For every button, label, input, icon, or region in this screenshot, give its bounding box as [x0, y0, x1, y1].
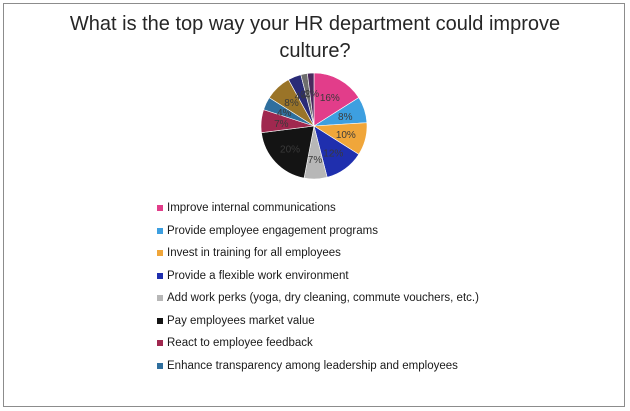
chart-frame	[3, 3, 625, 407]
legend-swatch	[157, 362, 163, 369]
chart-legend: Improve internal communications Provide e…	[157, 197, 479, 377]
slice-data-label: 4%	[295, 91, 310, 102]
slice-data-label: 7%	[308, 155, 323, 166]
slice-data-label: 8%	[338, 112, 353, 123]
legend-item: Invest in training for all employees	[157, 242, 479, 265]
legend-swatch	[157, 295, 163, 302]
legend-label: Provide a flexible work environment	[167, 269, 349, 282]
legend-item: Provide employee engagement programs	[157, 220, 479, 243]
legend-item: Provide a flexible work environment	[157, 265, 479, 288]
slice-data-label: 7%	[274, 119, 289, 130]
legend-swatch	[157, 340, 163, 347]
slice-data-label: 4%	[277, 108, 292, 119]
legend-label: Pay employees market value	[167, 314, 315, 327]
legend-swatch	[157, 317, 163, 324]
legend-swatch	[157, 205, 163, 212]
slice-data-label: 8%	[284, 98, 299, 109]
legend-label: Provide employee engagement programs	[167, 224, 378, 237]
slice-data-label: 2%	[301, 90, 316, 101]
pie-slice	[261, 125, 315, 179]
slice-data-label: 12%	[323, 149, 343, 160]
legend-swatch	[157, 250, 163, 257]
legend-item: Pay employees market value	[157, 310, 479, 333]
pie-slice	[313, 72, 360, 127]
legend-label: Improve internal communications	[167, 202, 336, 215]
legend-label: React to employee feedback	[167, 337, 313, 350]
pie-slice	[307, 72, 315, 127]
slice-data-label: 20%	[280, 144, 300, 155]
legend-swatch	[157, 272, 163, 279]
legend-label: Enhance transparency among leadership an…	[167, 359, 458, 372]
slice-data-label: 10%	[336, 130, 356, 141]
legend-item: React to employee feedback	[157, 332, 479, 355]
slice-data-label: 16%	[320, 93, 340, 104]
legend-item: Improve internal communications	[157, 197, 479, 220]
legend-item: Enhance transparency among leadership an…	[157, 355, 479, 378]
legend-label: Add work perks (yoga, dry cleaning, comm…	[167, 292, 479, 305]
slice-data-label: 2%	[305, 89, 320, 100]
chart-title: What is the top way your HR department c…	[69, 13, 561, 62]
legend-item: Add work perks (yoga, dry cleaning, comm…	[157, 287, 479, 310]
legend-label: Invest in training for all employees	[167, 247, 341, 260]
legend-swatch	[157, 227, 163, 234]
